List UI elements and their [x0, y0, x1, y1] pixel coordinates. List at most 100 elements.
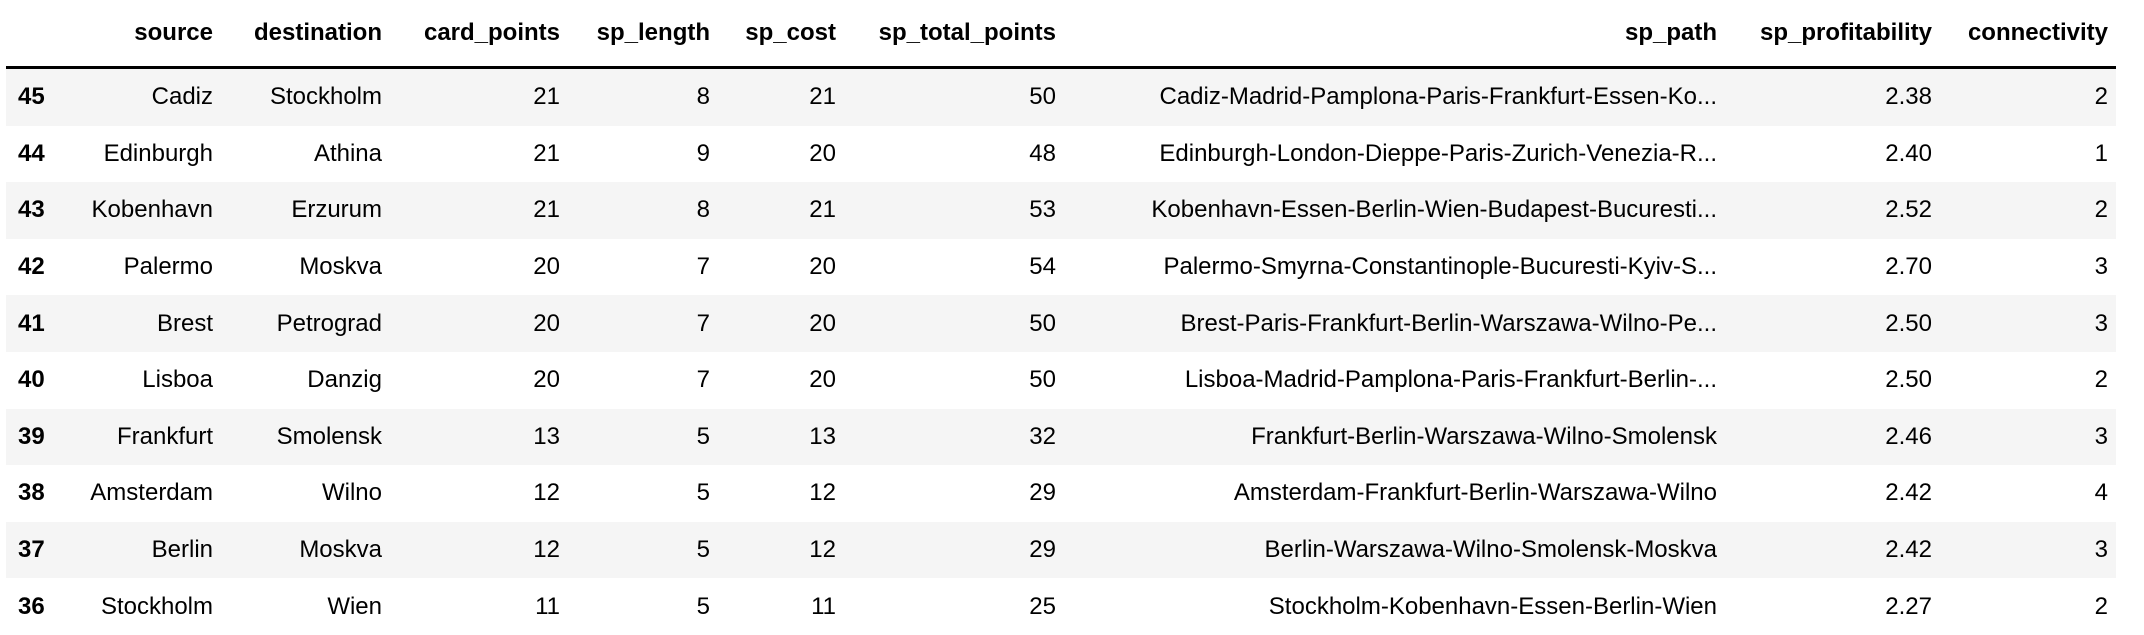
column-header-sp-profitability: sp_profitability [1725, 0, 1940, 69]
cell-card-points: 20 [533, 366, 560, 394]
cell-card-points: 11 [535, 592, 560, 620]
cell-source: Cadiz [151, 83, 213, 111]
cell-connectivity: 2 [2094, 366, 2108, 394]
row-index: 39 [18, 422, 45, 450]
cell-sp-length: 5 [696, 479, 710, 507]
row-index: 45 [18, 83, 45, 111]
cell-sp-total-points: 50 [1029, 366, 1056, 394]
cell-source: Stockholm [100, 592, 213, 620]
cell-sp-path: Palermo-Smyrna-Constantinople-Bucuresti-… [1163, 253, 1717, 281]
table-row: 37 Berlin Moskva 12 5 12 29 Berlin-Warszawa-Wil… [6, 521, 2116, 579]
cell-destination: Stockholm [269, 83, 382, 111]
row-index: 43 [18, 196, 45, 224]
column-header-destination: destination [221, 0, 390, 69]
row-index: 37 [18, 536, 45, 564]
row-index: 41 [18, 309, 45, 337]
cell-destination: Wien [327, 592, 382, 620]
cell-sp-length: 7 [696, 253, 710, 281]
cell-sp-cost: 13 [809, 422, 836, 450]
cell-connectivity: 3 [2094, 422, 2108, 450]
column-header-connectivity: connectivity [1940, 0, 2116, 69]
cell-card-points: 21 [533, 139, 560, 167]
cell-sp-length: 7 [696, 309, 710, 337]
cell-sp-length: 8 [696, 196, 710, 224]
cell-sp-path: Kobenhavn-Essen-Berlin-Wien-Budapest-Buc… [1151, 196, 1717, 224]
cell-card-points: 21 [533, 196, 560, 224]
table-row: 39 Frankfurt Smolensk 13 5 13 32 Frankfurt-Berl… [6, 408, 2116, 466]
column-header-sp-total-points: sp_total_points [844, 0, 1064, 69]
cell-sp-profitability: 2.46 [1885, 422, 1932, 450]
cell-sp-length: 7 [696, 366, 710, 394]
cell-destination: Petrograd [276, 309, 382, 337]
cell-connectivity: 4 [2094, 479, 2108, 507]
cell-sp-length: 5 [696, 536, 710, 564]
cell-connectivity: 3 [2094, 253, 2108, 281]
cell-sp-path: Stockholm-Kobenhavn-Essen-Berlin-Wien [1268, 592, 1717, 620]
cell-connectivity: 3 [2094, 309, 2108, 337]
cell-card-points: 12 [533, 479, 560, 507]
cell-source: Palermo [123, 253, 213, 281]
cell-sp-cost: 21 [809, 196, 836, 224]
table-row: 36 Stockholm Wien 11 5 11 25 Stockholm-Kobenhav… [6, 578, 2116, 635]
dataframe-table: source destination card_points sp_length sp_… [6, 0, 2116, 635]
cell-connectivity: 2 [2094, 83, 2108, 111]
column-header-sp-length: sp_length [568, 0, 718, 69]
table-row: 41 Brest Petrograd 20 7 20 50 Brest-Paris-Frank… [6, 295, 2116, 352]
cell-sp-profitability: 2.38 [1885, 83, 1932, 111]
cell-sp-total-points: 50 [1029, 309, 1056, 337]
row-index: 38 [18, 479, 45, 507]
column-header-sp-path: sp_path [1064, 0, 1725, 69]
cell-card-points: 20 [533, 253, 560, 281]
cell-source: Amsterdam [90, 479, 213, 507]
cell-sp-cost: 20 [809, 253, 836, 281]
cell-sp-path: Cadiz-Madrid-Pamplona-Paris-Frankfurt-Es… [1159, 83, 1717, 111]
cell-sp-cost: 12 [809, 536, 836, 564]
cell-destination: Danzig [307, 366, 382, 394]
cell-destination: Smolensk [276, 422, 382, 450]
cell-sp-path: Frankfurt-Berlin-Warszawa-Wilno-Smolensk [1251, 422, 1717, 450]
row-index: 40 [18, 366, 45, 394]
column-header-sp-cost: sp_cost [718, 0, 844, 69]
cell-sp-profitability: 2.42 [1885, 536, 1932, 564]
cell-sp-cost: 11 [811, 592, 836, 620]
cell-card-points: 21 [533, 83, 560, 111]
column-header-source: source [86, 0, 221, 69]
cell-sp-path: Amsterdam-Frankfurt-Berlin-Warszawa-Wiln… [1233, 479, 1717, 507]
cell-sp-cost: 20 [809, 309, 836, 337]
cell-sp-length: 5 [696, 592, 710, 620]
cell-destination: Moskva [299, 536, 382, 564]
cell-sp-profitability: 2.40 [1885, 139, 1932, 167]
column-header-card-points: card_points [390, 0, 568, 69]
cell-source: Frankfurt [116, 422, 213, 450]
table-row: 43 Kobenhavn Erzurum 21 8 21 53 Kobenhavn-Essen… [6, 182, 2116, 239]
table-row: 44 Edinburgh Athina 21 9 20 48 Edinburgh-London… [6, 126, 2116, 183]
row-index: 44 [18, 139, 45, 167]
cell-sp-profitability: 2.27 [1885, 592, 1932, 620]
cell-source: Berlin [151, 536, 213, 564]
cell-sp-profitability: 2.42 [1885, 479, 1932, 507]
row-index: 36 [18, 592, 45, 620]
cell-sp-path: Berlin-Warszawa-Wilno-Smolensk-Moskva [1264, 536, 1717, 564]
cell-sp-profitability: 2.70 [1885, 253, 1932, 281]
cell-connectivity: 3 [2094, 536, 2108, 564]
cell-sp-length: 5 [696, 422, 710, 450]
table-row: 40 Lisboa Danzig 20 7 20 50 Lisboa-Madrid-Pampl… [6, 352, 2116, 409]
cell-connectivity: 2 [2094, 592, 2108, 620]
table-row: 38 Amsterdam Wilno 12 5 12 29 Amsterdam-Frankfu… [6, 465, 2116, 522]
cell-destination: Wilno [321, 479, 382, 507]
cell-sp-total-points: 48 [1029, 139, 1056, 167]
cell-source: Kobenhavn [91, 196, 213, 224]
cell-sp-cost: 21 [809, 83, 836, 111]
table-row: 45 Cadiz Stockholm 21 8 21 50 Cadiz-Madrid-Pamp… [6, 67, 2116, 126]
cell-sp-profitability: 2.50 [1885, 309, 1932, 337]
cell-sp-total-points: 50 [1029, 83, 1056, 111]
cell-sp-cost: 20 [809, 139, 836, 167]
cell-sp-profitability: 2.50 [1885, 366, 1932, 394]
table-row: 42 Palermo Moskva 20 7 20 54 Palermo-Smyrna-Con… [6, 239, 2116, 296]
cell-connectivity: 2 [2094, 196, 2108, 224]
cell-sp-total-points: 54 [1029, 253, 1056, 281]
cell-sp-total-points: 25 [1029, 592, 1056, 620]
cell-sp-total-points: 32 [1029, 422, 1056, 450]
cell-destination: Moskva [299, 253, 382, 281]
cell-source: Edinburgh [103, 139, 213, 167]
